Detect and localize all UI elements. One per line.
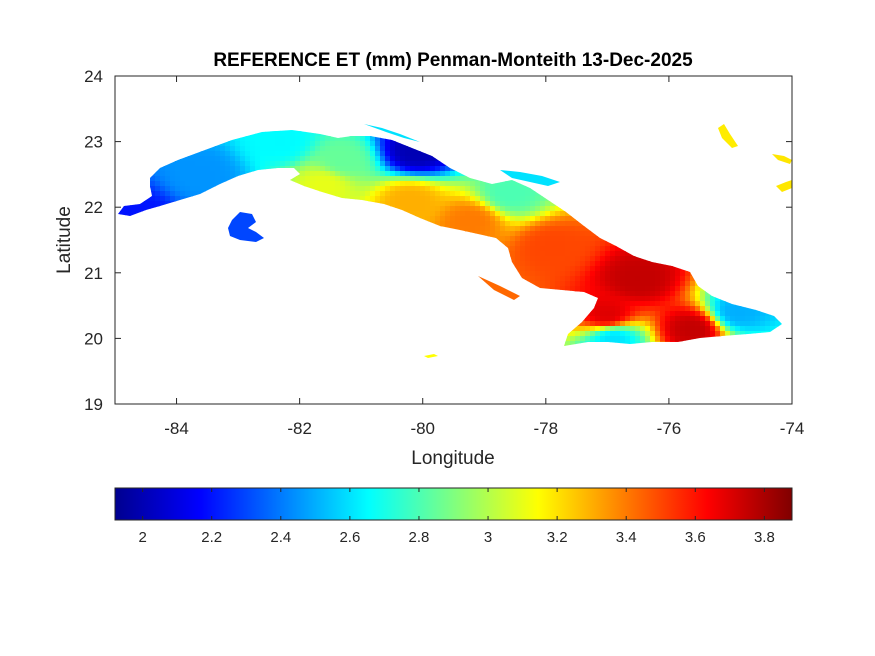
colorbar-tick-label: 2 (138, 529, 146, 546)
y-tick-label: 20 (84, 329, 103, 348)
x-tick-label: -80 (410, 419, 435, 438)
south-cay (478, 276, 520, 300)
colorbar-tick-label: 2.2 (201, 529, 222, 546)
y-tick-label: 23 (84, 133, 103, 152)
x-tick-label: -76 (657, 419, 682, 438)
colorbar-tick-label: 3.8 (754, 529, 775, 546)
x-axis: -84 -82 -80 -78 -76 -74 (164, 76, 804, 438)
east-cay-1 (718, 124, 738, 148)
y-axis-label: Latitude (54, 206, 75, 274)
colorbar-tick-label: 3.2 (547, 529, 568, 546)
x-tick-label: -74 (780, 419, 805, 438)
colorbar-tick-label: 3 (484, 529, 492, 546)
east-cay-3 (776, 180, 792, 192)
east-cay-2 (772, 154, 792, 164)
x-tick-label: -78 (534, 419, 559, 438)
colorbar-tick-label: 2.8 (409, 529, 430, 546)
colorbar (114, 487, 793, 521)
colorbar-tick-label: 3.4 (616, 529, 637, 546)
y-tick-label: 24 (84, 67, 103, 86)
colorbar-tick-label: 3.6 (685, 529, 706, 546)
small-cay (424, 354, 438, 358)
chart-title: REFERENCE ET (mm) Penman-Monteith 13-Dec… (213, 50, 693, 71)
colorbar-tick-label: 2.4 (270, 529, 291, 546)
north-cays (364, 124, 560, 186)
y-tick-label: 21 (84, 264, 103, 283)
colorbar-tick-label: 2.6 (339, 529, 360, 546)
isla-de-la-juventud (228, 212, 264, 242)
et-shading (118, 130, 782, 346)
y-axis: 19 20 21 22 23 24 (84, 67, 792, 414)
x-tick-label: -84 (164, 419, 189, 438)
y-tick-label: 19 (84, 395, 103, 414)
et-map (118, 124, 792, 358)
plot-area-border (114, 75, 793, 405)
x-axis-label: Longitude (411, 448, 494, 469)
x-tick-label: -82 (287, 419, 312, 438)
y-tick-label: 22 (84, 198, 103, 217)
colorbar-ticks: 2 2.2 2.4 2.6 2.8 3 3.2 3.4 3.6 3.8 (138, 488, 775, 546)
